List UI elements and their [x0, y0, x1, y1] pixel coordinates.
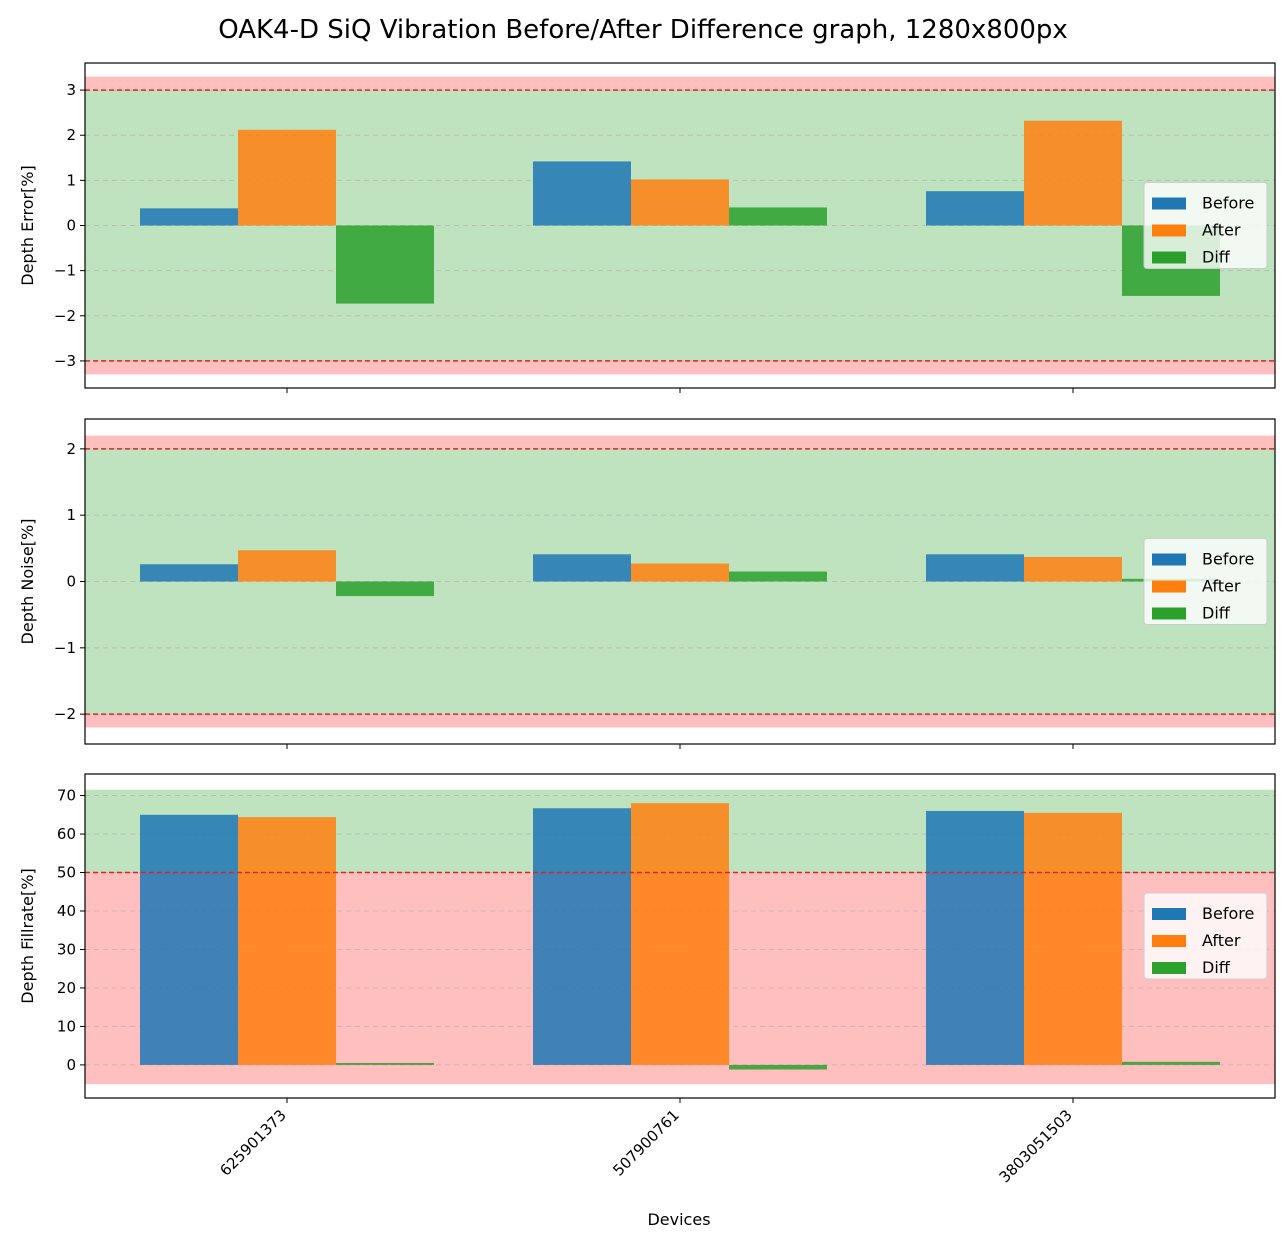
- bar-diff-507900761: [729, 207, 827, 226]
- legend-label-after: After: [1202, 931, 1241, 950]
- legend-label-after: After: [1202, 221, 1241, 240]
- y-tick-label: −3: [54, 352, 76, 370]
- legend-swatch-before: [1152, 908, 1186, 920]
- legend-label-diff: Diff: [1202, 958, 1231, 977]
- bar-diff-625901373: [336, 1062, 434, 1065]
- y-tick-label: −1: [54, 639, 76, 657]
- legend-label-diff: Diff: [1202, 248, 1231, 267]
- bar-before-625901373: [140, 564, 238, 582]
- legend-label-diff: Diff: [1202, 604, 1231, 623]
- bar-before-625901373: [140, 208, 238, 226]
- bar-before-3803051503: [926, 191, 1024, 226]
- legend-swatch-after: [1152, 935, 1186, 947]
- bar-after-3803051503: [1024, 120, 1122, 226]
- bar-after-625901373: [238, 817, 336, 1065]
- chart-title: OAK4-D SiQ Vibration Before/After Differ…: [218, 15, 1068, 45]
- bar-after-3803051503: [1024, 812, 1122, 1065]
- legend: Before After Diff: [1143, 892, 1268, 980]
- legend: Before After Diff: [1143, 182, 1268, 269]
- x-tick-label: 625901373: [216, 1106, 289, 1179]
- legend-swatch-after: [1152, 580, 1186, 593]
- x-tick-label: 507900761: [609, 1106, 682, 1179]
- y-tick-label: 1: [66, 171, 76, 189]
- x-tick-label: 3803051503: [996, 1106, 1076, 1186]
- bar-before-507900761: [533, 554, 631, 582]
- bar-after-625901373: [238, 550, 336, 582]
- bar-diff-507900761: [729, 571, 827, 582]
- bar-diff-625901373: [336, 581, 434, 597]
- y-tick-label: 2: [66, 126, 76, 144]
- bar-after-625901373: [238, 129, 336, 226]
- y-tick-label: 3: [66, 81, 76, 99]
- bar-before-507900761: [533, 808, 631, 1065]
- x-axis-label: Devices: [647, 1210, 710, 1229]
- legend-swatch-before: [1152, 197, 1186, 210]
- legend-label-before: Before: [1202, 194, 1254, 213]
- bar-diff-507900761: [729, 1064, 827, 1070]
- y-tick-label: 70: [57, 787, 76, 805]
- legend-swatch-before: [1152, 553, 1186, 566]
- legend: Before After Diff: [1143, 538, 1268, 625]
- y-tick-label: 1: [66, 506, 76, 524]
- subplot-2: −2 −1 0 1 2 Depth Noise[%] Before After Diff: [18, 418, 1276, 749]
- legend-label-before: Before: [1202, 550, 1254, 569]
- y-tick-label: 0: [66, 217, 76, 235]
- legend-label-before: Before: [1202, 904, 1254, 923]
- y-tick-label: −1: [54, 262, 76, 280]
- y-tick-label: 30: [57, 940, 76, 958]
- bar-before-3803051503: [926, 810, 1024, 1065]
- bar-diff-3803051503: [1122, 1061, 1220, 1065]
- plot-area: [85, 789, 1275, 1085]
- legend-swatch-diff: [1152, 962, 1186, 974]
- y-axis-label: Depth Error[%]: [18, 165, 37, 286]
- bar-after-3803051503: [1024, 556, 1122, 582]
- plot-area: [85, 435, 1275, 728]
- fail-band-2: [85, 435, 1275, 449]
- fail-band-2: [85, 76, 1275, 91]
- y-tick-label: 2: [66, 440, 76, 458]
- bar-after-507900761: [631, 179, 729, 226]
- y-tick-label: −2: [54, 307, 76, 325]
- bar-before-507900761: [533, 161, 631, 226]
- bar-before-3803051503: [926, 554, 1024, 582]
- legend-label-after: After: [1202, 577, 1241, 596]
- legend-swatch-after: [1152, 224, 1186, 237]
- plot-area: [85, 76, 1275, 375]
- bar-diff-625901373: [336, 225, 434, 304]
- bar-after-507900761: [631, 803, 729, 1065]
- legend-swatch-diff: [1152, 251, 1186, 264]
- subplot-1: −3 −2 −1 0 1 2 3 Depth Error[%] Before After Diff: [18, 62, 1276, 393]
- y-tick-label: −2: [54, 705, 76, 723]
- bar-after-507900761: [631, 563, 729, 582]
- bar-before-625901373: [140, 814, 238, 1065]
- y-tick-label: 40: [57, 902, 76, 920]
- fail-band-1: [85, 360, 1275, 375]
- y-tick-label: 0: [66, 1056, 76, 1074]
- y-axis-label: Depth Noise[%]: [18, 519, 37, 645]
- y-tick-label: 0: [66, 573, 76, 591]
- subplot-3: 0 10 20 30 40 50 60 70 Depth Fillrate[%] Before Af…: [18, 773, 1276, 1186]
- y-tick-label: 50: [57, 864, 76, 882]
- fail-band-1: [85, 714, 1275, 728]
- legend-swatch-diff: [1152, 607, 1186, 620]
- y-tick-label: 20: [57, 979, 76, 997]
- y-axis-label: Depth Fillrate[%]: [18, 868, 37, 1003]
- y-tick-label: 10: [57, 1017, 76, 1035]
- y-tick-label: 60: [57, 825, 76, 843]
